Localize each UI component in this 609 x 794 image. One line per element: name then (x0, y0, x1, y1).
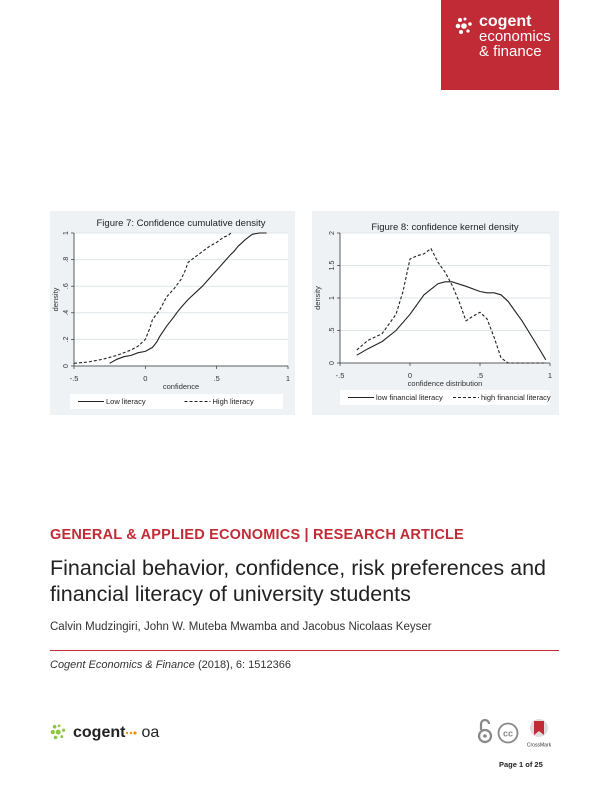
article-title: Financial behavior, confidence, risk pre… (50, 556, 546, 606)
cc-label: cc (503, 729, 513, 739)
license-badges: cc CrossMark (477, 718, 552, 749)
y-tick-label: 2 (329, 231, 336, 235)
x-tick-label: -.5 (336, 371, 345, 380)
x-tick-label: 1 (286, 374, 290, 383)
y-tick-label: 1.5 (329, 261, 336, 271)
series-line-2 (73, 232, 232, 364)
legend-label: Low literacy (106, 397, 146, 406)
x-tick-label: 1 (548, 371, 552, 380)
x-tick-label: .5 (214, 374, 220, 383)
legend-box (70, 394, 283, 409)
y-axis-label: density (313, 286, 322, 310)
figure-7-panel: Figure 7: Confidence cumulative density 0… (50, 211, 295, 415)
y-tick-label: .2 (63, 336, 70, 342)
chart-title: Figure 8: confidence kernel density (371, 222, 519, 233)
series-line-2 (356, 247, 546, 364)
x-axis-label: confidence (163, 382, 199, 391)
y-tick-label: 0 (63, 364, 70, 368)
brand-subject-line2: & finance (479, 43, 542, 60)
article-citation: Cogent Economics & Finance (2018), 6: 15… (50, 659, 291, 671)
x-tick-label: 0 (408, 371, 412, 380)
y-tick-label: .8 (63, 257, 70, 263)
x-tick-label: 0 (143, 374, 147, 383)
figure-8-panel: Figure 8: confidence kernel density 0 .5 1 1… (312, 211, 559, 415)
creative-commons-icon: cc (497, 722, 519, 744)
legend-label: low financial literacy (376, 393, 443, 402)
journal-brand-box: cogent economics & finance (441, 0, 559, 90)
y-tick-label: .4 (63, 310, 70, 316)
x-axis-label: confidence distribution (408, 379, 483, 388)
legend-box (340, 390, 550, 405)
article-authors: Calvin Mudzingiri, John W. Muteba Mwamba… (50, 621, 432, 633)
x-tick-label: -.5 (70, 374, 79, 383)
article-category: GENERAL & APPLIED ECONOMICS | RESEARCH A… (50, 527, 464, 543)
y-tick-label: .5 (329, 327, 336, 333)
y-tick-label: 1 (63, 231, 70, 235)
x-tick-label: .5 (477, 371, 483, 380)
series-line-1 (109, 232, 267, 364)
cogent-oa-logo-icon (50, 724, 66, 740)
plot-area (74, 233, 288, 366)
footer-logo-oa: oa (141, 724, 160, 741)
journal-name: Cogent Economics & Finance (50, 659, 195, 671)
cogent-oa-logo: cogent oa (50, 724, 159, 742)
header-divider (50, 650, 559, 651)
crossmark-icon[interactable]: CrossMark (527, 719, 552, 749)
y-tick-label: 0 (329, 361, 336, 365)
series-line-1 (356, 281, 547, 361)
chart-title: Figure 7: Confidence cumulative density (97, 218, 266, 229)
footer-logo-cogent: cogent (73, 724, 126, 741)
cogent-logo-icon (455, 17, 472, 34)
page-number: Page 1 of 25 (499, 760, 543, 769)
figure-8-chart: Figure 8: confidence kernel density 0 .5 1 1… (313, 222, 552, 405)
crossmark-label: CrossMark (527, 743, 552, 749)
brand-name: cogent (479, 13, 532, 30)
legend-label: High literacy (213, 397, 255, 406)
open-access-icon (477, 718, 493, 744)
y-tick-label: .6 (63, 283, 70, 289)
figure-7-chart: Figure 7: Confidence cumulative density 0… (51, 218, 290, 409)
brand-subject-line1: economics (479, 28, 551, 45)
legend-label: high financial literacy (481, 393, 551, 402)
y-tick-label: 1 (329, 296, 336, 300)
y-axis-label: density (51, 287, 60, 311)
citation-details: (2018), 6: 1512366 (194, 659, 291, 671)
logo-dots-icon (126, 731, 138, 735)
